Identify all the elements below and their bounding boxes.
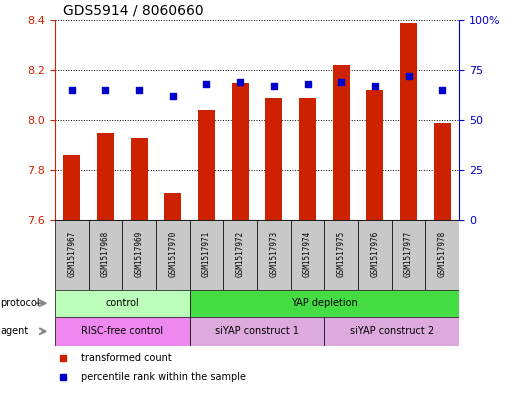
Bar <box>232 83 249 220</box>
Bar <box>122 220 156 290</box>
Text: control: control <box>105 298 139 308</box>
Point <box>68 87 76 94</box>
Text: GSM1517971: GSM1517971 <box>202 230 211 277</box>
Bar <box>89 220 122 290</box>
Bar <box>265 98 282 220</box>
Bar <box>131 138 148 220</box>
Bar <box>324 220 358 290</box>
Text: GSM1517968: GSM1517968 <box>101 230 110 277</box>
Bar <box>198 110 215 220</box>
Bar <box>366 90 383 220</box>
Bar <box>156 220 190 290</box>
Text: agent: agent <box>0 326 28 336</box>
Text: percentile rank within the sample: percentile rank within the sample <box>81 372 246 382</box>
Bar <box>97 133 114 220</box>
Text: siYAP construct 1: siYAP construct 1 <box>215 326 299 336</box>
Point <box>202 81 210 88</box>
Point <box>438 87 446 94</box>
Text: GDS5914 / 8060660: GDS5914 / 8060660 <box>63 4 204 18</box>
Text: GSM1517972: GSM1517972 <box>235 230 245 277</box>
Text: GSM1517967: GSM1517967 <box>67 230 76 277</box>
Bar <box>257 220 291 290</box>
Text: protocol: protocol <box>0 298 40 308</box>
Point <box>337 79 345 85</box>
Text: siYAP construct 2: siYAP construct 2 <box>350 326 434 336</box>
Text: GSM1517974: GSM1517974 <box>303 230 312 277</box>
Bar <box>333 65 350 220</box>
Text: GSM1517978: GSM1517978 <box>438 230 447 277</box>
Text: RISC-free control: RISC-free control <box>81 326 163 336</box>
Point <box>135 87 143 94</box>
Bar <box>324 317 459 346</box>
Bar <box>425 220 459 290</box>
Point <box>303 81 311 88</box>
Bar <box>55 290 190 317</box>
Point <box>169 93 177 99</box>
Bar <box>190 220 223 290</box>
Bar <box>358 220 392 290</box>
Point <box>236 79 244 85</box>
Point <box>404 73 412 79</box>
Bar <box>63 155 80 220</box>
Bar <box>223 220 257 290</box>
Text: GSM1517970: GSM1517970 <box>168 230 177 277</box>
Point <box>371 83 379 90</box>
Bar <box>55 220 89 290</box>
Bar <box>299 98 316 220</box>
Bar <box>55 317 190 346</box>
Text: GSM1517977: GSM1517977 <box>404 230 413 277</box>
Bar <box>190 290 459 317</box>
Point <box>270 83 278 90</box>
Text: GSM1517969: GSM1517969 <box>134 230 144 277</box>
Bar <box>291 220 324 290</box>
Bar <box>190 317 324 346</box>
Text: GSM1517975: GSM1517975 <box>337 230 346 277</box>
Point <box>101 87 109 94</box>
Text: GSM1517973: GSM1517973 <box>269 230 279 277</box>
Text: GSM1517976: GSM1517976 <box>370 230 380 277</box>
Bar <box>164 193 181 220</box>
Bar <box>392 220 425 290</box>
Text: YAP depletion: YAP depletion <box>291 298 358 308</box>
Bar <box>400 23 417 220</box>
Text: transformed count: transformed count <box>81 353 172 363</box>
Bar <box>434 123 451 220</box>
